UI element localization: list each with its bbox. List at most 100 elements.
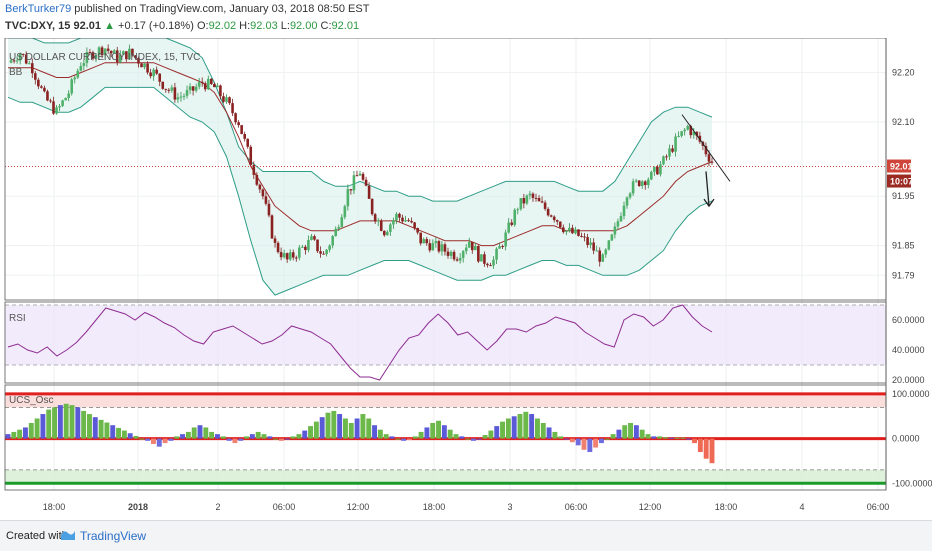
tradingview-brand[interactable]: TradingView <box>80 529 147 543</box>
ucs-bar <box>40 414 46 439</box>
candle-body <box>461 251 465 258</box>
candle-body <box>46 91 49 101</box>
x-tick-label: 18:00 <box>715 502 738 512</box>
rsi-axis-tick-label: 60.0000 <box>892 315 925 325</box>
ucs-bar <box>430 422 436 439</box>
down-arrow[interactable] <box>705 171 710 207</box>
bb-lower-line <box>7 86 713 296</box>
ucs-bar <box>476 438 482 440</box>
ucs-overbought-zone <box>5 393 886 408</box>
candle-body <box>185 90 189 96</box>
candle-body <box>395 213 398 221</box>
candle-body <box>206 78 210 90</box>
candle-body <box>592 242 595 251</box>
ucs-bar <box>604 438 610 440</box>
candle-body <box>443 244 447 252</box>
price-axis-tick-label: 92.20 <box>892 68 915 78</box>
candle-body <box>653 166 656 172</box>
candle-body <box>565 230 568 233</box>
price-pane[interactable]: US DOLLAR CURRENCY INDEX, 15, TVC BB 92.… <box>5 38 915 296</box>
candle-body <box>616 221 620 227</box>
chart-area[interactable]: US DOLLAR CURRENCY INDEX, 15, TVC BB 92.… <box>0 38 932 520</box>
candle-body <box>228 97 231 104</box>
ucs-bar <box>52 407 57 439</box>
candle-body <box>304 246 307 251</box>
candle-body <box>662 156 665 165</box>
ucs-bar <box>185 431 191 439</box>
candle-body <box>710 161 714 163</box>
candle-body <box>173 87 177 100</box>
ucs-bar <box>372 425 377 439</box>
candle-body <box>252 165 256 175</box>
ucs-bar <box>558 436 564 439</box>
ucs-bar <box>540 422 546 439</box>
ucs-bar <box>523 411 529 439</box>
ucs-bar <box>279 438 284 441</box>
candle-body <box>125 51 128 60</box>
ucs-bar <box>383 434 389 439</box>
ucs-bar <box>639 429 645 439</box>
candle-body <box>379 220 383 231</box>
candle-body <box>643 181 647 186</box>
candle-body <box>674 136 677 152</box>
candle-body <box>49 100 52 102</box>
candle-body <box>73 77 77 80</box>
ucs-osc-pane[interactable]: UCS_Osc 100.0000 0.0000 -100.0000 <box>5 389 932 488</box>
candle-body <box>540 201 544 203</box>
candle-body <box>464 247 468 252</box>
ucs-bar <box>63 403 69 439</box>
rsi-pane-title: RSI <box>9 313 26 324</box>
candle-body <box>334 228 338 237</box>
candle-body <box>474 246 477 251</box>
candle-body <box>659 164 662 175</box>
price-axis-tick-label: 92.10 <box>892 117 915 127</box>
candle-body <box>164 88 168 90</box>
ucs-axis-tick-label: 100.0000 <box>892 389 930 399</box>
candle-body <box>386 231 389 236</box>
candle-body <box>416 227 419 233</box>
ucs-bar <box>104 422 110 439</box>
candle-body <box>577 229 580 236</box>
chart-header: BerkTurker79 published on TradingView.co… <box>0 0 932 40</box>
candle-body <box>346 189 350 207</box>
ucs-bar <box>366 418 372 439</box>
ucs-bar <box>494 426 500 439</box>
ucs-bar <box>261 434 267 439</box>
last-price-badge <box>887 159 911 173</box>
symbol-info-line: TVC:DXY, 15 92.01 ▲ +0.17 (+0.18%) O:92.… <box>5 20 359 32</box>
candle-body <box>146 63 149 73</box>
candle-body <box>282 253 286 258</box>
ucs-bar <box>447 429 453 439</box>
ucs-bar <box>651 436 657 439</box>
candle-body <box>604 249 608 255</box>
candle-body <box>112 50 116 54</box>
candle-body <box>70 79 74 94</box>
ucs-bar <box>500 421 505 439</box>
candle-body <box>225 97 228 102</box>
price-axis-tick-label: 91.85 <box>892 241 915 251</box>
rsi-pane[interactable]: RSI 60.0000 40.0000 20.0000 <box>5 304 925 385</box>
candle-body <box>467 241 471 248</box>
candle-body <box>398 213 401 218</box>
ucs-pane-title: UCS_Osc <box>9 395 53 406</box>
candle-body <box>625 197 629 206</box>
candle-body <box>134 55 137 58</box>
candle-body <box>370 198 374 215</box>
candle-body <box>428 243 432 251</box>
candle-body <box>267 203 271 216</box>
rsi-band-fill <box>5 305 886 365</box>
candle-body <box>82 63 86 66</box>
candle-body <box>516 209 520 211</box>
publisher-line: BerkTurker79 published on TradingView.co… <box>5 3 369 15</box>
ucs-bar <box>441 425 447 439</box>
candle-body <box>574 229 577 234</box>
ucs-bar <box>703 438 709 459</box>
candle-body <box>188 86 192 91</box>
candle-body <box>519 198 523 210</box>
ucs-bar <box>488 430 494 439</box>
trendline[interactable] <box>681 114 731 182</box>
candle-body <box>607 240 611 250</box>
ucs-bar <box>17 429 23 439</box>
candle-body <box>316 239 319 252</box>
author-link[interactable]: BerkTurker79 <box>5 3 72 15</box>
